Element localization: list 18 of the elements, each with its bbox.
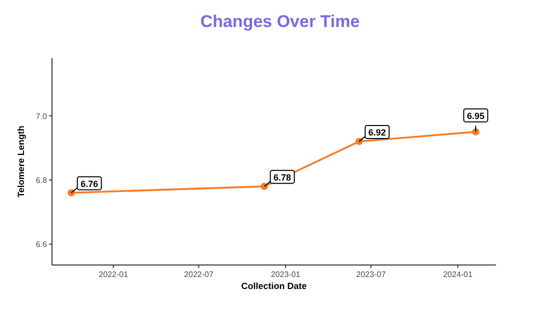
data-label: 6.92 xyxy=(368,127,386,138)
data-label: 6.76 xyxy=(80,178,98,189)
point xyxy=(356,138,363,146)
y-tick-label: 6.6 xyxy=(36,240,48,250)
x-tick-label: 2024-01 xyxy=(443,270,474,279)
point xyxy=(260,182,268,190)
y-axis-title: Telomere Length xyxy=(16,126,26,198)
x-tick-label: 2022-01 xyxy=(98,270,129,279)
y-tick-label: 7.0 xyxy=(36,112,48,121)
data-label: 6.95 xyxy=(466,110,484,121)
x-axis-title: Collection Date xyxy=(241,281,307,291)
chart-title: Changes Over Time xyxy=(200,12,360,31)
x-tick-label: 2023-07 xyxy=(356,270,386,279)
x-tick-label: 2022-07 xyxy=(184,270,214,279)
point xyxy=(68,189,75,196)
x-tick-label: 2023-01 xyxy=(270,270,301,279)
y-tick-label: 6.8 xyxy=(36,176,48,185)
data-label: 6.78 xyxy=(274,172,292,182)
